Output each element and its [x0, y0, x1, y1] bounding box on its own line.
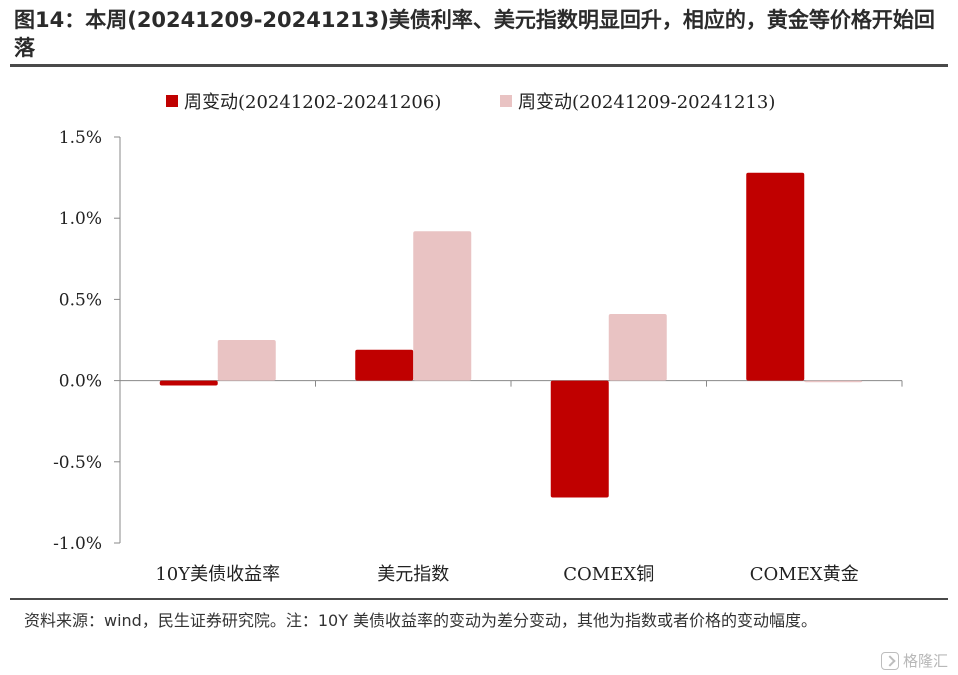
- bar-series-2: [217, 340, 276, 381]
- bar-series-2: [413, 231, 472, 381]
- y-tick-label: -1.0%: [53, 534, 102, 554]
- chart-title: 图14：本周(20241209-20241213)美债利率、美元指数明显回升，相…: [14, 8, 935, 60]
- watermark: 格隆汇: [880, 650, 948, 671]
- y-tick-label: 0.5%: [59, 290, 102, 310]
- bar-series-2: [804, 380, 863, 383]
- legend-item-series-1: 周变动(20241202-20241206): [166, 88, 441, 114]
- legend-label-series-1: 周变动(20241202-20241206): [184, 92, 442, 113]
- x-category-label: COMEX铜: [563, 564, 654, 585]
- y-tick-label: 1.5%: [59, 128, 102, 148]
- bar-series-1: [550, 380, 609, 498]
- watermark-text: 格隆汇: [902, 652, 948, 670]
- source-divider: [10, 598, 948, 600]
- legend-item-series-2: 周变动(20241209-20241213): [500, 88, 775, 114]
- legend-swatch-series-1: [166, 95, 178, 107]
- x-category-label: 10Y美债收益率: [155, 564, 280, 585]
- legend: 周变动(20241202-20241206) 周变动(20241209-2024…: [0, 88, 958, 114]
- bar-series-1: [159, 380, 218, 386]
- legend-label-series-2: 周变动(20241209-20241213): [518, 92, 776, 113]
- watermark-logo-icon: [880, 651, 899, 670]
- y-tick-label: 1.0%: [59, 209, 102, 229]
- bar-series-1: [746, 172, 805, 381]
- source-note: 资料来源：wind，民生证券研究院。注：10Y 美债收益率的变动为差分变动，其他…: [24, 611, 818, 630]
- bar-series-1: [355, 349, 414, 381]
- bar-series-2: [608, 314, 667, 381]
- bar-chart: 1.5% 1.0% 0.5% 0.0% -0.5% -1.0% 10Y美债收益率 美元指数 CO…: [53, 128, 903, 585]
- legend-swatch-series-2: [500, 95, 512, 107]
- title-divider: [10, 64, 948, 67]
- y-tick-label: -0.5%: [53, 453, 102, 473]
- x-category-label: 美元指数: [377, 564, 449, 585]
- y-tick-label: 0.0%: [59, 372, 102, 392]
- x-category-label: COMEX黄金: [750, 564, 859, 585]
